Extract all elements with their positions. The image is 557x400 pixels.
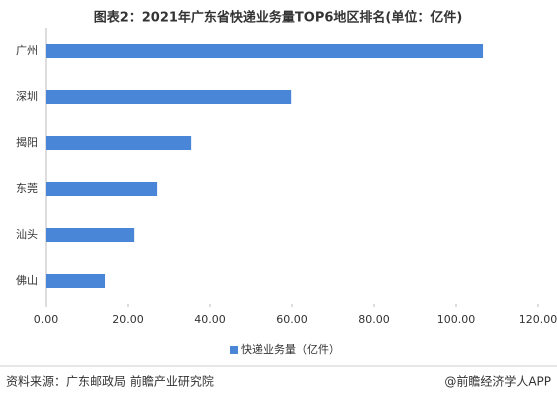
y-tick-label: 佛山	[16, 274, 38, 287]
bar	[46, 274, 106, 288]
x-tick-label: 60.00	[276, 313, 308, 326]
y-tick-label: 东莞	[16, 182, 38, 195]
y-tick-label: 揭阳	[16, 135, 38, 149]
x-tick-label: 20.00	[112, 313, 144, 326]
legend-label: 快递业务量（亿件）	[241, 342, 340, 356]
x-tick-label: 80.00	[358, 313, 390, 326]
bar	[46, 228, 135, 242]
source: 资料来源：广东邮政局 前瞻产业研究院	[6, 374, 214, 389]
chart-title: 图表2：2021年广东省快递业务量TOP6地区排名(单位：亿件)	[94, 10, 463, 26]
credit: @前瞻经济学人APP	[444, 374, 551, 389]
bar	[46, 182, 158, 196]
legend-swatch	[230, 346, 238, 354]
x-tick-label: 120.00	[519, 313, 557, 326]
y-tick-label: 广州	[16, 44, 38, 57]
bar	[46, 90, 292, 104]
y-tick-label: 汕头	[16, 228, 38, 241]
x-tick-label: 40.00	[194, 313, 226, 326]
bar	[46, 136, 192, 150]
x-tick-label: 0.00	[34, 313, 59, 326]
bar	[46, 44, 484, 58]
x-tick-label: 100.00	[437, 313, 476, 326]
y-tick-label: 深圳	[16, 90, 38, 103]
